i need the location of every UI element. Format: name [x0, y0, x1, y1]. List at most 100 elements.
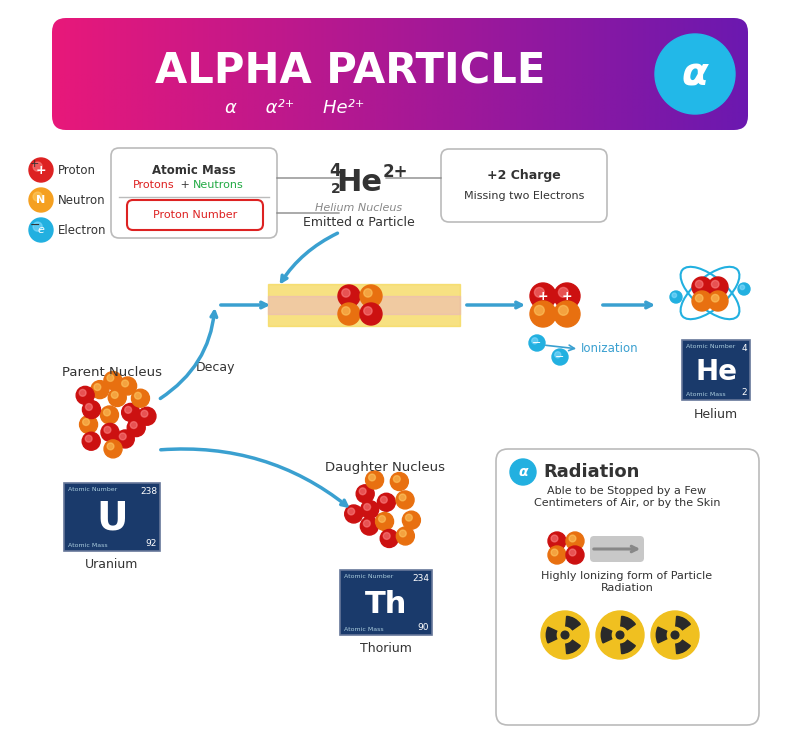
Circle shape	[378, 493, 395, 511]
Circle shape	[548, 532, 566, 550]
Text: He: He	[695, 358, 737, 386]
Circle shape	[118, 377, 137, 395]
Text: Thorium: Thorium	[360, 642, 412, 656]
Text: Atomic Mass: Atomic Mass	[152, 163, 236, 177]
Circle shape	[711, 280, 719, 288]
Circle shape	[86, 435, 92, 442]
Text: Protons: Protons	[134, 180, 175, 190]
Circle shape	[33, 192, 42, 201]
Circle shape	[695, 280, 703, 288]
Circle shape	[364, 504, 370, 510]
Circle shape	[138, 407, 156, 425]
Circle shape	[119, 433, 126, 440]
Circle shape	[101, 424, 119, 442]
Circle shape	[369, 474, 375, 481]
Text: Proton Number: Proton Number	[153, 210, 237, 220]
Wedge shape	[676, 616, 690, 630]
Circle shape	[711, 295, 719, 302]
Bar	[268, 284, 460, 326]
Text: Atomic Number: Atomic Number	[686, 344, 735, 349]
Wedge shape	[656, 627, 667, 643]
Circle shape	[82, 401, 101, 419]
Circle shape	[91, 380, 109, 398]
Text: 234: 234	[412, 574, 429, 583]
Text: α     α²⁺     He²⁺: α α²⁺ He²⁺	[226, 99, 365, 117]
Circle shape	[396, 491, 414, 509]
Circle shape	[396, 527, 414, 545]
Text: Atomic Mass: Atomic Mass	[68, 543, 108, 548]
Circle shape	[29, 188, 53, 212]
Circle shape	[360, 285, 382, 307]
Circle shape	[692, 277, 712, 297]
Text: +: +	[177, 180, 194, 190]
Circle shape	[122, 380, 129, 387]
Circle shape	[554, 301, 580, 327]
Wedge shape	[546, 627, 557, 643]
Circle shape	[390, 472, 408, 491]
Circle shape	[596, 611, 644, 659]
Circle shape	[566, 546, 584, 564]
FancyBboxPatch shape	[340, 570, 432, 635]
Circle shape	[655, 34, 735, 114]
Circle shape	[569, 549, 576, 556]
Circle shape	[108, 389, 126, 407]
Circle shape	[566, 532, 584, 550]
Circle shape	[361, 501, 378, 518]
Circle shape	[558, 305, 568, 316]
Circle shape	[342, 289, 350, 297]
Text: Parent Nucleus: Parent Nucleus	[62, 366, 162, 380]
Circle shape	[104, 372, 122, 389]
Circle shape	[381, 496, 387, 504]
Text: Helium: Helium	[694, 407, 738, 421]
Circle shape	[671, 631, 679, 639]
Circle shape	[695, 295, 703, 302]
Text: He: He	[336, 168, 382, 197]
Circle shape	[552, 349, 568, 365]
Circle shape	[94, 383, 101, 390]
Circle shape	[738, 283, 750, 295]
Text: Atomic Mass: Atomic Mass	[344, 627, 384, 632]
Circle shape	[76, 386, 94, 404]
Circle shape	[616, 631, 624, 639]
Circle shape	[548, 546, 566, 564]
Circle shape	[651, 611, 699, 659]
Circle shape	[338, 303, 360, 325]
Text: e: e	[38, 225, 45, 235]
Circle shape	[558, 627, 573, 643]
Text: +: +	[36, 163, 46, 177]
Circle shape	[667, 627, 682, 643]
Circle shape	[364, 307, 372, 315]
Wedge shape	[621, 616, 635, 630]
Text: Helium Nucleus: Helium Nucleus	[315, 203, 402, 213]
Text: Highly Ionizing form of Particle
Radiation: Highly Ionizing form of Particle Radiati…	[542, 571, 713, 593]
Circle shape	[122, 404, 140, 421]
Text: Electron: Electron	[58, 224, 106, 236]
Text: Emitted α Particle: Emitted α Particle	[303, 216, 415, 230]
Wedge shape	[602, 627, 612, 643]
Wedge shape	[566, 616, 580, 630]
Text: Radiation: Radiation	[543, 463, 639, 481]
Text: Able to be Stopped by a Few
Centimeters of Air, or by the Skin: Able to be Stopped by a Few Centimeters …	[534, 486, 720, 508]
Wedge shape	[621, 640, 635, 653]
Text: Ionization: Ionization	[581, 342, 638, 356]
Circle shape	[366, 471, 383, 489]
Circle shape	[612, 627, 628, 643]
Circle shape	[375, 513, 394, 530]
Circle shape	[125, 407, 131, 413]
Text: Atomic Number: Atomic Number	[68, 487, 118, 492]
Circle shape	[338, 285, 360, 307]
FancyBboxPatch shape	[682, 340, 750, 400]
Circle shape	[554, 283, 580, 309]
Circle shape	[541, 611, 589, 659]
Wedge shape	[566, 640, 580, 653]
Text: N: N	[36, 195, 46, 205]
Circle shape	[551, 535, 558, 542]
Circle shape	[672, 293, 677, 298]
Circle shape	[29, 158, 53, 182]
Text: Neutron: Neutron	[58, 193, 106, 207]
Circle shape	[380, 530, 398, 548]
Circle shape	[394, 476, 400, 483]
Text: +: +	[562, 289, 572, 302]
Text: α: α	[682, 55, 708, 93]
Text: +: +	[30, 159, 39, 169]
